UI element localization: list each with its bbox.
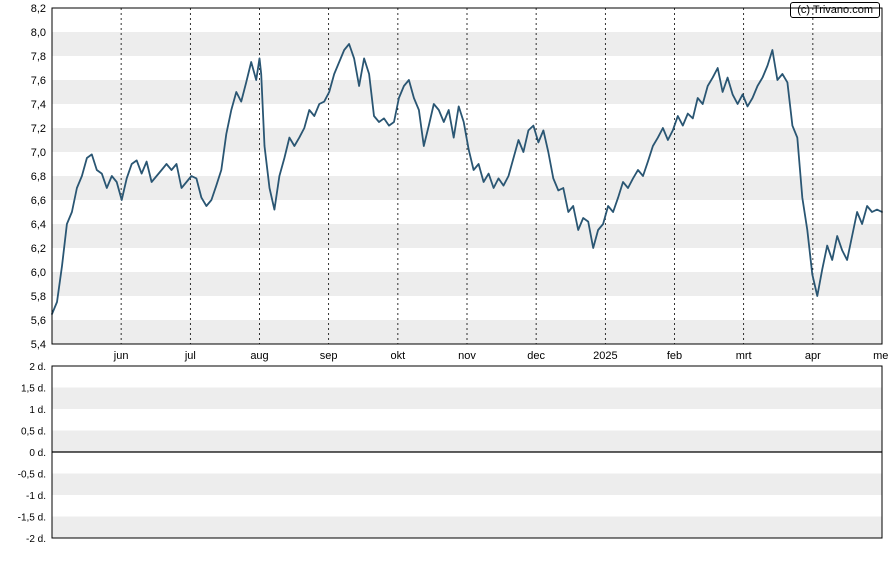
svg-text:6,0: 6,0 [31,267,46,279]
svg-text:6,8: 6,8 [31,171,46,183]
svg-text:-0,5 d.: -0,5 d. [18,470,46,481]
svg-text:-1,5 d.: -1,5 d. [18,513,46,524]
svg-text:6,4: 6,4 [31,219,46,231]
svg-text:7,8: 7,8 [31,51,46,63]
svg-text:8,2: 8,2 [31,3,46,15]
svg-text:7,4: 7,4 [31,99,46,111]
svg-text:sep: sep [320,350,338,362]
svg-text:-1 d.: -1 d. [26,491,46,502]
svg-text:6,6: 6,6 [31,195,46,207]
svg-text:okt: okt [391,350,406,362]
svg-text:0,5 d.: 0,5 d. [21,427,46,438]
svg-text:jun: jun [113,350,129,362]
svg-text:7,6: 7,6 [31,75,46,87]
svg-text:8,0: 8,0 [31,27,46,39]
svg-text:feb: feb [667,350,682,362]
svg-text:7,2: 7,2 [31,123,46,135]
svg-text:aug: aug [250,350,268,362]
svg-text:7,0: 7,0 [31,147,46,159]
svg-text:mrt: mrt [736,350,752,362]
svg-text:5,6: 5,6 [31,315,46,327]
svg-text:-2 d.: -2 d. [26,534,46,545]
svg-text:1,5 d.: 1,5 d. [21,384,46,395]
svg-text:nov: nov [458,350,476,362]
svg-text:mei: mei [873,350,888,362]
svg-text:1 d.: 1 d. [29,405,46,416]
svg-text:2 d.: 2 d. [29,362,46,373]
chart-svg: 8,2 8,0 7,8 7,6 7,4 7,2 7,0 6,8 6,6 6,4 6,2 6,0 5,8 5… [0,0,888,565]
svg-text:5,8: 5,8 [31,291,46,303]
svg-text:0 d.: 0 d. [29,448,46,459]
svg-text:jul: jul [184,350,196,362]
svg-text:5,4: 5,4 [31,339,46,351]
svg-text:2025: 2025 [593,350,617,362]
svg-text:apr: apr [805,350,821,362]
chart-container: (c) Trivano.com 8,28,07,87,67,47,27,06,8… [0,0,888,565]
svg-text:dec: dec [527,350,545,362]
svg-text:6,2: 6,2 [31,243,46,255]
